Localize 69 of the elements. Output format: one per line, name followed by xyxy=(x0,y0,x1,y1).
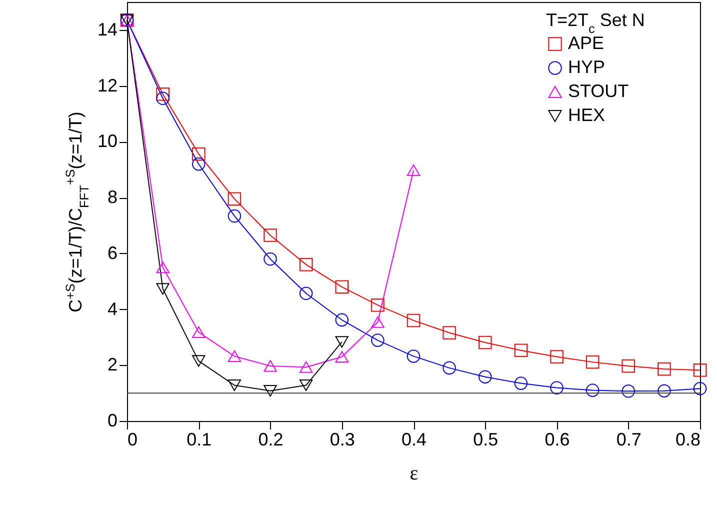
point xyxy=(478,370,492,384)
point xyxy=(264,228,277,242)
point xyxy=(371,298,384,312)
point xyxy=(550,381,564,394)
x-tick-label: 0.1 xyxy=(186,430,212,450)
point xyxy=(478,336,492,350)
y-tick-label: 8 xyxy=(107,187,118,208)
point xyxy=(406,164,420,176)
y-tick-label: 12 xyxy=(97,75,118,96)
point xyxy=(658,362,671,376)
point xyxy=(371,334,384,347)
point xyxy=(693,364,707,377)
point xyxy=(335,336,348,348)
point xyxy=(228,209,242,223)
x-axis-title: ε xyxy=(410,462,418,484)
y-tick-label: 2 xyxy=(107,354,118,375)
x-tick-label: 0.6 xyxy=(544,430,570,450)
legend-label: HYP xyxy=(568,57,606,77)
point xyxy=(228,350,242,362)
y-tick-label: 0 xyxy=(107,410,118,430)
point xyxy=(192,147,206,161)
point xyxy=(442,326,456,340)
point xyxy=(264,360,277,372)
point xyxy=(335,350,348,363)
point xyxy=(228,379,242,392)
y-tick-label: 10 xyxy=(97,131,118,152)
point xyxy=(406,314,420,328)
point xyxy=(264,252,277,266)
point xyxy=(228,192,242,206)
legend-label: HEX xyxy=(568,105,606,125)
point xyxy=(442,361,456,375)
point xyxy=(406,350,420,363)
point xyxy=(156,262,170,274)
x-tick-label: 0.3 xyxy=(330,430,355,450)
legend-title: T=2T$_{c}$ Set N xyxy=(546,10,645,36)
point xyxy=(622,359,635,373)
point xyxy=(156,283,170,295)
point xyxy=(371,316,384,328)
point xyxy=(192,326,206,338)
point xyxy=(586,384,600,397)
point xyxy=(693,382,707,396)
point xyxy=(550,350,564,364)
point xyxy=(264,385,277,397)
x-tick-label: 0.7 xyxy=(616,430,642,450)
point xyxy=(335,313,348,326)
x-tick-label: 0 xyxy=(128,430,138,450)
x-tick-label: 0.5 xyxy=(473,430,498,450)
point xyxy=(335,280,348,294)
x-tick-label: 0.4 xyxy=(401,430,427,450)
point xyxy=(299,286,313,300)
point xyxy=(156,88,170,101)
point xyxy=(192,157,206,171)
x-tick-label: 0.8 xyxy=(675,430,700,450)
point xyxy=(514,376,528,390)
point xyxy=(658,384,671,398)
point xyxy=(514,344,528,357)
point xyxy=(622,384,635,398)
x-tick-label: 0.2 xyxy=(258,430,284,450)
legend-label: APE xyxy=(568,33,604,53)
point xyxy=(192,355,206,367)
point xyxy=(299,379,313,392)
point xyxy=(299,361,313,373)
point xyxy=(156,92,170,105)
y-tick-label: 14 xyxy=(97,19,118,40)
y-tick-label: 6 xyxy=(107,242,118,263)
legend-label: STOUT xyxy=(568,81,629,101)
y-tick-label: 4 xyxy=(107,298,118,319)
point xyxy=(586,355,600,369)
point xyxy=(299,258,313,272)
